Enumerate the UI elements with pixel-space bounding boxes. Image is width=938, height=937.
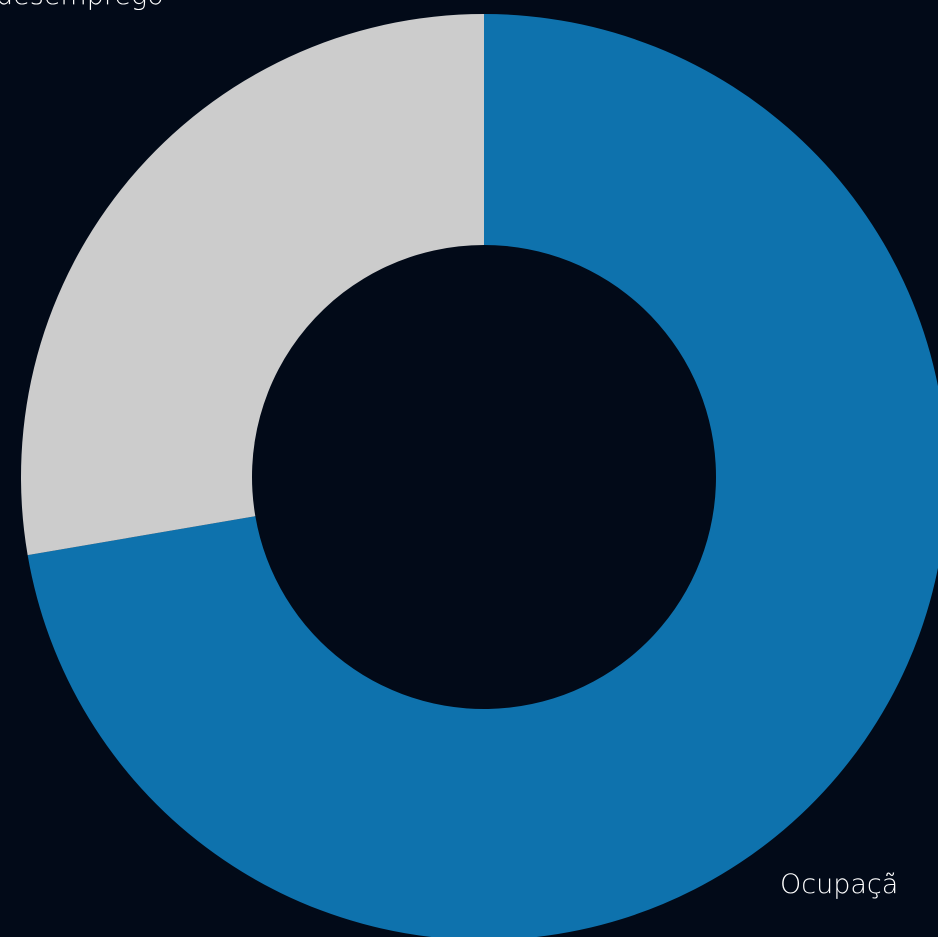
slice bbox=[27, 14, 938, 937]
slice-label: Ocupaçã bbox=[780, 869, 898, 900]
slice-label: desemprego bbox=[0, 0, 164, 11]
slice bbox=[21, 14, 485, 556]
